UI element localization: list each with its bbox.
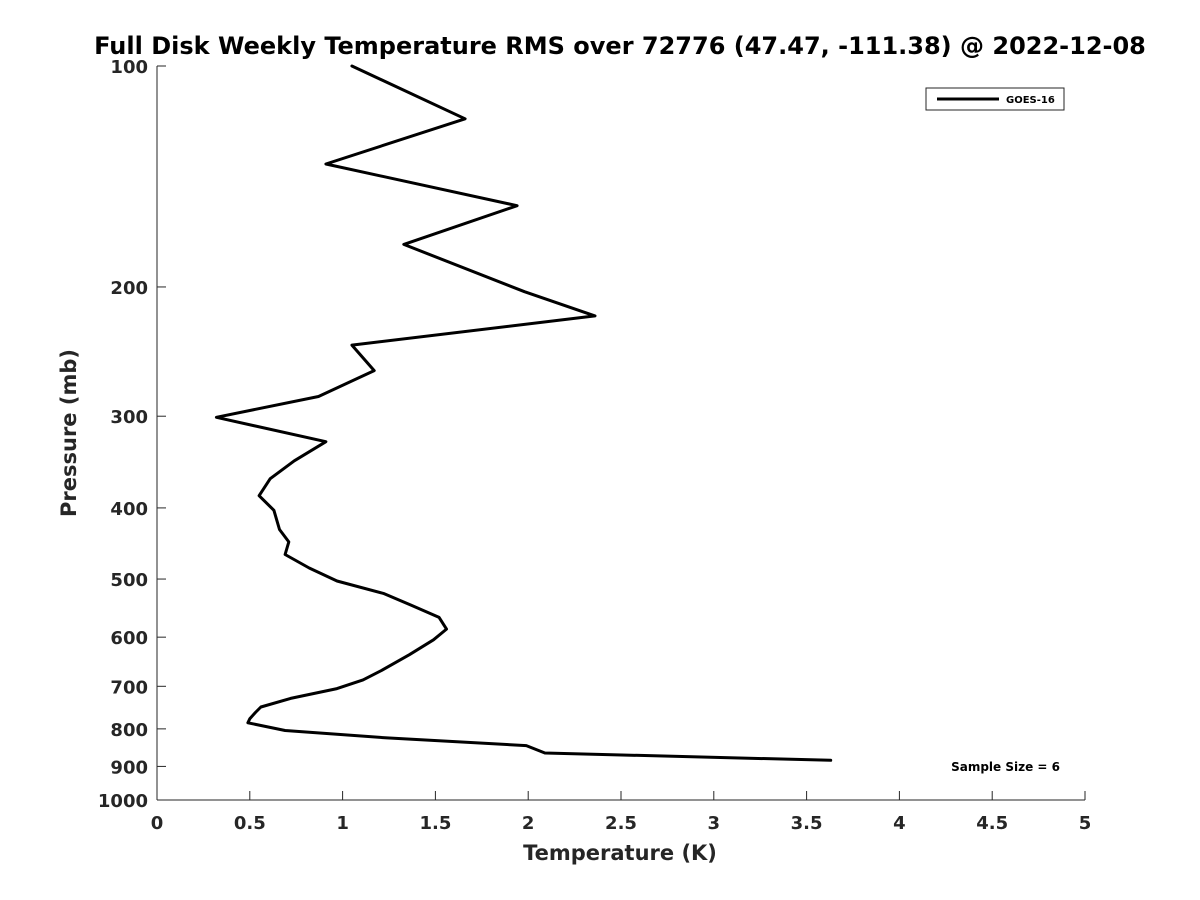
y-tick-label: 900: [110, 757, 148, 778]
legend: GOES-16: [925, 87, 1065, 111]
x-tick-label: 0: [151, 813, 164, 834]
sample-size-annotation: Sample Size = 6: [951, 760, 1060, 774]
x-tick-label: 0.5: [234, 813, 266, 834]
y-tick-label: 100: [110, 57, 148, 78]
series-line-goes-16: [214, 64, 833, 762]
x-axis-ticks: 0 0.5 1 1.5 2 2.5 3 3.5 4 4.5 5: [151, 791, 1092, 834]
y-tick-label: 800: [110, 720, 148, 741]
x-tick-label: 3: [708, 813, 721, 834]
y-tick-label: 600: [110, 628, 148, 649]
x-tick-label: 2: [522, 813, 535, 834]
plot-area: 0 0.5 1 1.5 2 2.5 3 3.5 4 4.5 5 100 200 300 400 500 600…: [98, 57, 1091, 834]
x-tick-label: 5: [1079, 813, 1092, 834]
y-tick-label: 700: [110, 677, 148, 698]
series-layer: [214, 64, 833, 762]
y-tick-label: 200: [110, 278, 148, 299]
y-tick-label: 1000: [98, 791, 148, 812]
x-tick-label: 3.5: [791, 813, 823, 834]
x-tick-label: 4: [893, 813, 906, 834]
legend-entry-goes-16: GOES-16: [1006, 95, 1055, 106]
x-tick-label: 4.5: [976, 813, 1008, 834]
x-tick-label: 1.5: [419, 813, 451, 834]
chart-title: Full Disk Weekly Temperature RMS over 72…: [94, 32, 1146, 60]
y-tick-label: 500: [110, 570, 148, 591]
x-tick-label: 1: [336, 813, 349, 834]
y-axis-label: Pressure (mb): [57, 349, 81, 517]
x-tick-label: 2.5: [605, 813, 637, 834]
x-axis-label: Temperature (K): [523, 841, 717, 865]
y-tick-label: 400: [110, 499, 148, 520]
y-tick-label: 300: [110, 407, 148, 428]
y-axis-ticks: 100 200 300 400 500 600 700 800 900 1000: [98, 57, 166, 812]
